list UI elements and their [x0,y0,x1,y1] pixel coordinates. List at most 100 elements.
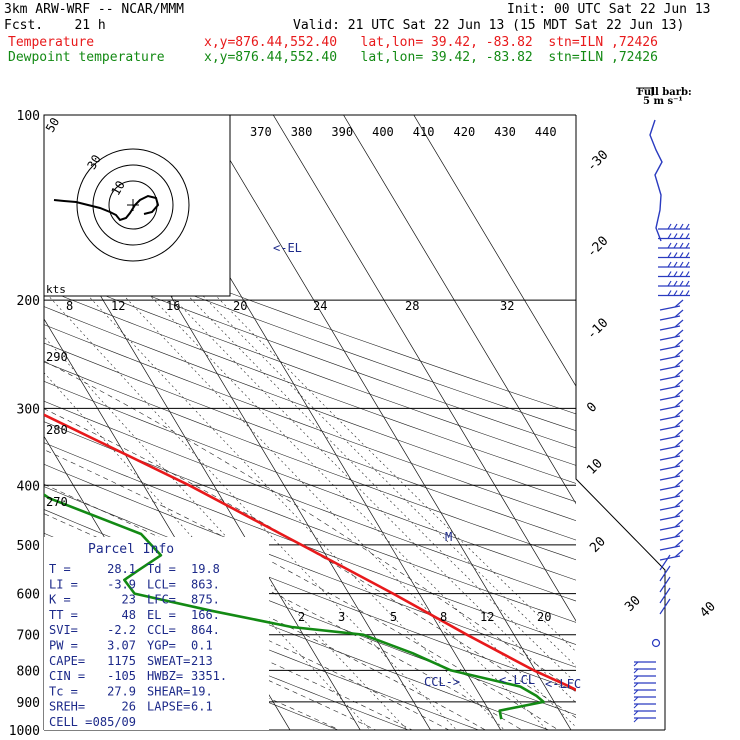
wind-barb-feather [674,369,684,378]
parcel-info-value: 26 [122,700,136,714]
dry-adiabat-line [44,582,410,730]
parcel-info-value: 23 [122,593,136,607]
wind-barb-feather [667,242,672,249]
parcel-info-value: 863. [191,577,220,591]
wind-barb [659,385,681,391]
theta-label: 440 [535,125,557,139]
mixing-ratio-label: 16 [166,299,180,313]
wind-barb-feather [674,449,684,458]
parcel-info-key: SVI= [49,623,78,637]
wind-barb-feather [633,703,639,709]
pressure-tick-label: 600 [17,588,40,603]
wind-barb [659,315,681,321]
wind-barb [659,565,671,582]
wind-barb [659,435,681,441]
parcel-info-value: 3.07 [107,639,136,653]
hodograph-ring [92,164,174,246]
isotherm-label: 30 [622,593,644,615]
wind-barb-feather [673,271,678,277]
mixing-ratio-label: 24 [313,299,327,313]
isotherm-line [343,115,576,505]
parcel-info-key: SREH= [49,700,85,714]
wind-barb [659,425,681,431]
wind-barb [659,587,671,604]
moist-adiabat-line [44,408,576,718]
level-annotation: <-EL [273,241,302,255]
mixing-ratio-label: 20 [537,610,551,624]
dewpoint-line [44,493,545,720]
mixing-ratio-label: 5 [390,610,397,624]
wind-barb [659,465,681,471]
wind-barb-feather [674,429,684,438]
dry-adiabat-line [44,463,576,668]
dewpoint-location: x,y=876.44,552.40 lat,lon= 39.42, -83.82… [204,50,658,65]
wind-barb [659,395,681,401]
pressure-tick-label: 400 [17,479,40,494]
hodograph-trace [53,194,160,222]
moist-adiabat-line [44,483,523,730]
parcel-info-key: LCL= [147,577,176,591]
wind-barb-feather [674,439,684,448]
wind-barb [659,554,671,571]
valid-time: Valid: 21 UTC Sat 22 Jun 13 (15 MDT Sat … [293,18,685,33]
mixing-ratio-label: 8 [440,610,447,624]
wind-barb-feather [674,379,684,388]
wind-barb-feather [667,233,672,239]
mixing-ratio-label: 32 [500,299,514,313]
isotherm-label: 10 [584,456,606,478]
parcel-info-key: CIN = [49,669,85,683]
wind-barb-feather [674,509,684,518]
wind-barb-feather [679,233,684,239]
wind-barb-feather [667,271,672,277]
isotherm-line [413,115,576,387]
parcel-info-value: 0.1 [191,639,213,653]
wind-barb-feather [679,271,684,277]
parcel-info-value: 864. [191,623,220,637]
wind-barb-feather [667,290,672,296]
wind-barb-feather [673,261,678,268]
mixing-ratio-label: 8 [66,299,73,313]
calm-wind-symbol [651,638,661,648]
wind-barb-feather [674,349,684,358]
wind-barb-feather [667,252,672,258]
parcel-info-value: -3.9 [107,577,136,591]
parcel-info-value: -105 [107,669,136,683]
wind-barb-feather [674,329,684,338]
isotherm-label: -30 [584,148,611,175]
pressure-tick-label: 500 [17,539,40,554]
parcel-info-value: 27.9 [107,684,136,698]
wind-barb-feather [674,389,684,398]
dry-adiabat-line [44,442,576,645]
theta-label: 410 [413,125,435,139]
wind-barb-feather [674,489,684,498]
wind-barb-feather [633,675,639,681]
parcel-info-key: CELL = [49,715,92,729]
wind-barb-feather [685,252,690,258]
theta-label: 420 [454,125,476,139]
wind-barb-feather [679,252,684,258]
mixing-ratio-label: 12 [111,299,125,313]
temperature-location: x,y=876.44,552.40 lat,lon= 39.42, -83.82… [204,35,658,50]
forecast-hour: Fcst. 21 h [4,18,106,33]
wind-barb-feather [674,419,684,428]
dry-adiabat-line [44,306,576,503]
wind-barb-feather [673,252,678,258]
parcel-info-title: Parcel Info [88,542,174,557]
isotherm-label: 40 [697,599,719,621]
mixing-ratio-line [79,286,505,730]
parcel-info-value: 48 [122,608,136,622]
hodograph-ring-label: 30 [84,152,103,172]
wind-barb-feather [674,539,684,548]
dry-adiabat-line [44,342,576,541]
barb-staff [649,119,663,242]
theta-label: 400 [372,125,394,139]
mixing-ratio-line [206,286,576,653]
isotherm-label: 20 [587,534,609,556]
parcel-info-key: HWBZ= [147,669,183,683]
isotherm-label: 0 [584,400,600,416]
mixing-ratio-label: 12 [480,610,494,624]
temperature-line [44,413,576,692]
level-annotation: <-LCL [499,673,535,687]
wind-barb-feather [674,479,684,488]
